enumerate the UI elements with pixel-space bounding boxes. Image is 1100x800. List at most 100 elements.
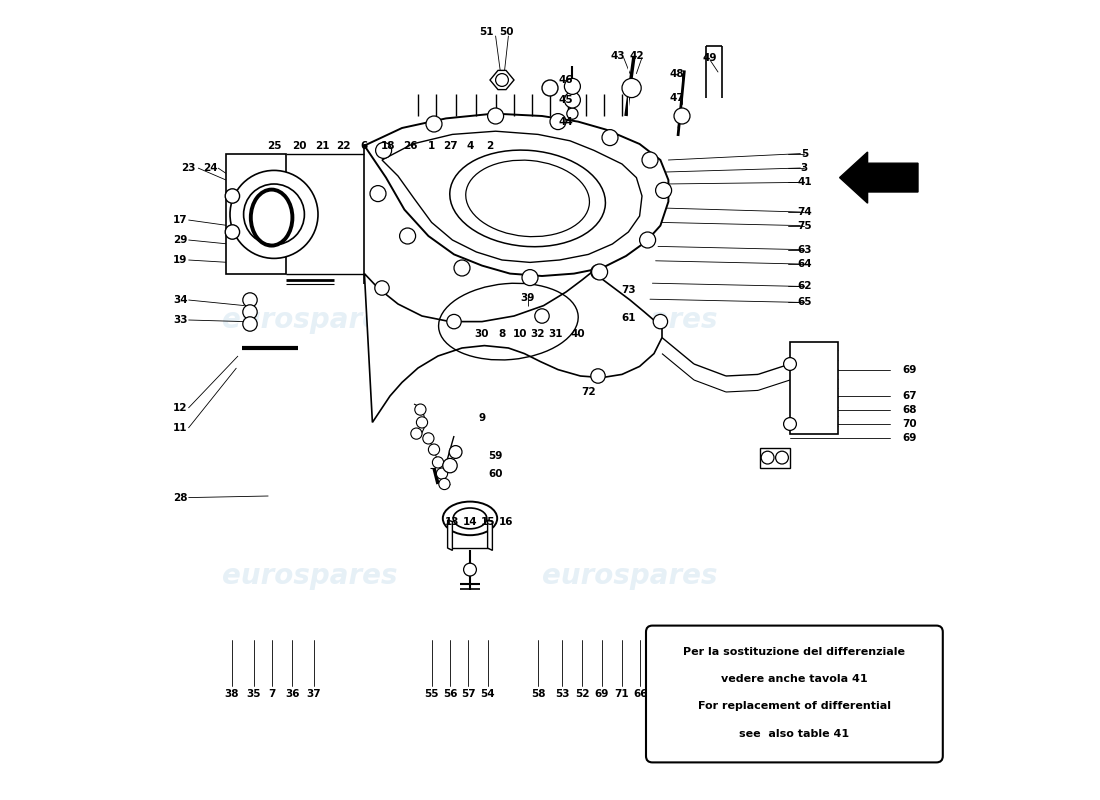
- Circle shape: [417, 417, 428, 428]
- Text: 48: 48: [669, 69, 684, 78]
- Text: 33: 33: [173, 315, 188, 325]
- Polygon shape: [487, 520, 493, 550]
- Circle shape: [639, 232, 656, 248]
- Text: 42: 42: [629, 51, 644, 61]
- Text: 30: 30: [475, 330, 490, 339]
- Circle shape: [230, 170, 318, 258]
- Circle shape: [443, 458, 458, 473]
- Text: 45: 45: [559, 95, 573, 105]
- Circle shape: [243, 184, 305, 245]
- Circle shape: [426, 116, 442, 132]
- Text: 56: 56: [442, 690, 458, 699]
- Circle shape: [602, 130, 618, 146]
- Circle shape: [439, 478, 450, 490]
- Text: 7: 7: [268, 690, 276, 699]
- Circle shape: [522, 270, 538, 286]
- Text: 69: 69: [903, 365, 917, 374]
- Text: 55: 55: [425, 690, 439, 699]
- Text: 20: 20: [293, 141, 307, 150]
- Circle shape: [592, 264, 607, 280]
- Text: 43: 43: [610, 51, 625, 61]
- Text: 9: 9: [478, 413, 485, 422]
- Text: vedere anche tavola 41: vedere anche tavola 41: [722, 674, 868, 684]
- Circle shape: [437, 468, 448, 479]
- Circle shape: [550, 114, 566, 130]
- Circle shape: [447, 314, 461, 329]
- Text: 24: 24: [202, 163, 218, 173]
- Text: 35: 35: [246, 690, 262, 699]
- Text: 27: 27: [442, 141, 458, 150]
- Circle shape: [776, 451, 789, 464]
- Text: 28: 28: [173, 493, 188, 502]
- Text: 25: 25: [266, 141, 282, 150]
- Text: 3: 3: [801, 163, 808, 173]
- Text: 38: 38: [224, 690, 239, 699]
- Circle shape: [226, 189, 240, 203]
- Text: 50: 50: [498, 27, 514, 37]
- Circle shape: [621, 78, 641, 98]
- Circle shape: [674, 108, 690, 124]
- Text: see  also table 41: see also table 41: [739, 729, 849, 738]
- Circle shape: [656, 182, 672, 198]
- Text: 16: 16: [498, 517, 514, 526]
- Circle shape: [591, 265, 605, 279]
- Circle shape: [653, 314, 668, 329]
- Circle shape: [243, 293, 257, 307]
- Circle shape: [487, 108, 504, 124]
- Text: eurospares: eurospares: [542, 562, 717, 590]
- Text: 21: 21: [315, 141, 329, 150]
- Polygon shape: [839, 152, 918, 203]
- Text: 69: 69: [903, 434, 917, 443]
- Circle shape: [415, 404, 426, 415]
- Text: 14: 14: [463, 517, 477, 526]
- Text: 66: 66: [634, 690, 648, 699]
- Text: 75: 75: [798, 221, 812, 230]
- Text: 58: 58: [530, 690, 546, 699]
- Text: 52: 52: [574, 690, 590, 699]
- Text: 5: 5: [801, 149, 808, 158]
- Text: 15: 15: [481, 517, 495, 526]
- Text: 29: 29: [173, 235, 188, 245]
- Text: 36: 36: [285, 690, 299, 699]
- Circle shape: [449, 446, 462, 458]
- Text: 47: 47: [669, 93, 684, 102]
- Text: 22: 22: [337, 141, 351, 150]
- Circle shape: [399, 228, 416, 244]
- Circle shape: [535, 309, 549, 323]
- Text: 19: 19: [173, 255, 188, 265]
- Circle shape: [454, 260, 470, 276]
- Ellipse shape: [443, 502, 497, 535]
- FancyBboxPatch shape: [646, 626, 943, 762]
- Circle shape: [761, 451, 774, 464]
- Text: 46: 46: [559, 75, 573, 85]
- Circle shape: [564, 92, 581, 108]
- Circle shape: [243, 317, 257, 331]
- Text: 62: 62: [798, 282, 812, 291]
- Circle shape: [243, 305, 257, 319]
- Text: 49: 49: [703, 53, 717, 62]
- Text: 61: 61: [621, 314, 636, 323]
- Circle shape: [566, 108, 578, 119]
- Text: 13: 13: [446, 517, 460, 526]
- Text: 17: 17: [173, 215, 188, 225]
- Polygon shape: [490, 70, 514, 90]
- Text: 60: 60: [488, 469, 503, 478]
- Text: 41: 41: [798, 178, 812, 187]
- Polygon shape: [448, 520, 452, 550]
- Text: 2: 2: [486, 141, 494, 150]
- Circle shape: [591, 369, 605, 383]
- Circle shape: [370, 186, 386, 202]
- Text: 11: 11: [173, 423, 188, 433]
- Text: 4: 4: [466, 141, 474, 150]
- Circle shape: [375, 142, 392, 158]
- Text: 18: 18: [381, 141, 396, 150]
- Polygon shape: [760, 448, 790, 468]
- Text: 26: 26: [403, 141, 417, 150]
- Text: 32: 32: [530, 330, 546, 339]
- Text: 57: 57: [461, 690, 475, 699]
- Circle shape: [375, 281, 389, 295]
- Text: 69: 69: [595, 690, 609, 699]
- Polygon shape: [226, 154, 286, 274]
- Polygon shape: [382, 131, 642, 262]
- Text: 54: 54: [481, 690, 495, 699]
